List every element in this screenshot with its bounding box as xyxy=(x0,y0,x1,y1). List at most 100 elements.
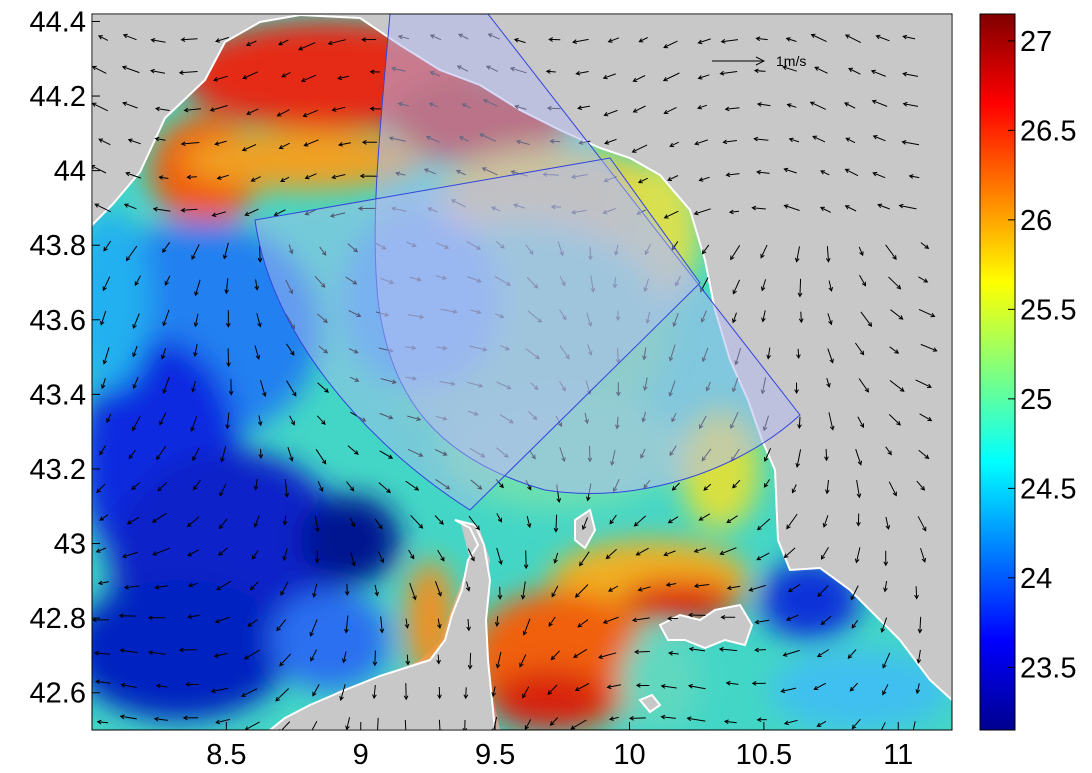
current-vector xyxy=(378,482,391,494)
current-vector xyxy=(310,649,318,662)
current-vector xyxy=(155,683,168,689)
current-vector xyxy=(99,514,109,521)
current-vector xyxy=(276,109,290,117)
current-vector xyxy=(123,584,140,590)
current-vector xyxy=(633,515,647,527)
current-vector xyxy=(98,138,111,146)
current-vector xyxy=(156,445,167,461)
current-vector xyxy=(344,583,350,596)
colorbar-tick-label: 25.5 xyxy=(1020,294,1076,326)
current-vector xyxy=(919,413,933,422)
current-vector xyxy=(813,682,827,690)
current-vector xyxy=(916,480,926,491)
current-vector xyxy=(553,514,559,533)
current-vector xyxy=(810,33,827,43)
current-vector xyxy=(637,586,651,592)
current-vector xyxy=(374,584,379,597)
current-vector xyxy=(404,618,410,629)
current-vector xyxy=(628,715,646,721)
current-vector xyxy=(102,347,110,365)
current-vector xyxy=(214,140,227,146)
current-vector xyxy=(723,719,737,725)
current-vector xyxy=(786,103,797,108)
current-vector xyxy=(637,177,649,184)
current-vector xyxy=(437,686,442,700)
current-vector xyxy=(754,619,770,625)
radar-fan-west xyxy=(254,157,701,511)
current-vector xyxy=(193,479,201,491)
x-tick-label: 11 xyxy=(883,739,913,771)
current-vector xyxy=(522,618,531,636)
current-vector xyxy=(132,416,141,432)
current-vector xyxy=(312,683,320,697)
current-vector xyxy=(843,102,856,109)
current-vector xyxy=(241,144,257,152)
current-vector xyxy=(668,651,679,656)
current-vector xyxy=(693,208,711,216)
current-vector xyxy=(816,720,827,727)
current-vector xyxy=(882,684,889,696)
current-vector xyxy=(209,105,228,112)
current-vector xyxy=(300,74,317,83)
current-vector xyxy=(254,345,261,360)
current-vector xyxy=(349,376,360,382)
current-vector xyxy=(186,516,200,528)
current-vector xyxy=(780,687,797,694)
land-masses xyxy=(92,14,952,730)
current-vector xyxy=(526,515,532,529)
current-vector xyxy=(581,517,588,531)
y-axis: 44.4 44.2 44 43.8 43.6 43.4 43.2 43 42.8 42.6 xyxy=(30,6,100,710)
current-vector xyxy=(214,616,230,624)
current-vector xyxy=(849,682,859,692)
current-vector xyxy=(663,210,679,219)
current-vector xyxy=(549,717,559,726)
current-vector xyxy=(751,680,766,686)
colorbar-tick-label: 24 xyxy=(1020,563,1052,595)
y-tick-label: 43 xyxy=(54,529,86,561)
current-vector xyxy=(154,584,168,590)
current-vector xyxy=(160,348,167,360)
current-vector xyxy=(756,102,771,107)
current-vector xyxy=(687,683,706,690)
current-vector xyxy=(519,654,527,668)
current-vector xyxy=(282,515,288,526)
current-vector xyxy=(187,549,200,557)
current-vector xyxy=(858,246,864,257)
current-vector xyxy=(350,552,356,567)
current-vector xyxy=(671,482,680,491)
current-vector xyxy=(331,174,346,180)
current-vector xyxy=(855,449,863,466)
current-vector xyxy=(121,551,138,559)
current-vector xyxy=(317,382,329,393)
current-vector xyxy=(314,515,320,533)
current-vector xyxy=(885,446,892,456)
current-vector xyxy=(253,515,260,528)
current-vector xyxy=(132,313,140,330)
current-vector xyxy=(119,648,138,654)
current-vector xyxy=(347,445,359,455)
current-vector xyxy=(131,482,140,491)
current-vector xyxy=(787,583,801,593)
current-vector xyxy=(918,276,929,283)
current-vector xyxy=(820,546,829,560)
current-vector xyxy=(548,616,556,627)
current-vector xyxy=(317,313,328,324)
current-vector xyxy=(316,415,326,425)
current-vector xyxy=(764,448,772,462)
current-vector xyxy=(722,139,737,145)
current-vector xyxy=(720,38,739,44)
current-vector xyxy=(609,514,617,525)
current-vector xyxy=(882,652,891,669)
current-vector xyxy=(697,104,708,110)
current-vector xyxy=(374,518,383,530)
current-vector xyxy=(380,378,397,384)
current-vector xyxy=(470,479,483,490)
current-vector xyxy=(101,378,106,390)
current-vector xyxy=(434,515,444,525)
current-vector xyxy=(856,513,861,527)
current-vector xyxy=(491,686,496,698)
current-vector xyxy=(820,170,830,176)
current-vector xyxy=(119,714,137,720)
current-vector xyxy=(697,38,711,45)
current-vector xyxy=(748,584,766,592)
